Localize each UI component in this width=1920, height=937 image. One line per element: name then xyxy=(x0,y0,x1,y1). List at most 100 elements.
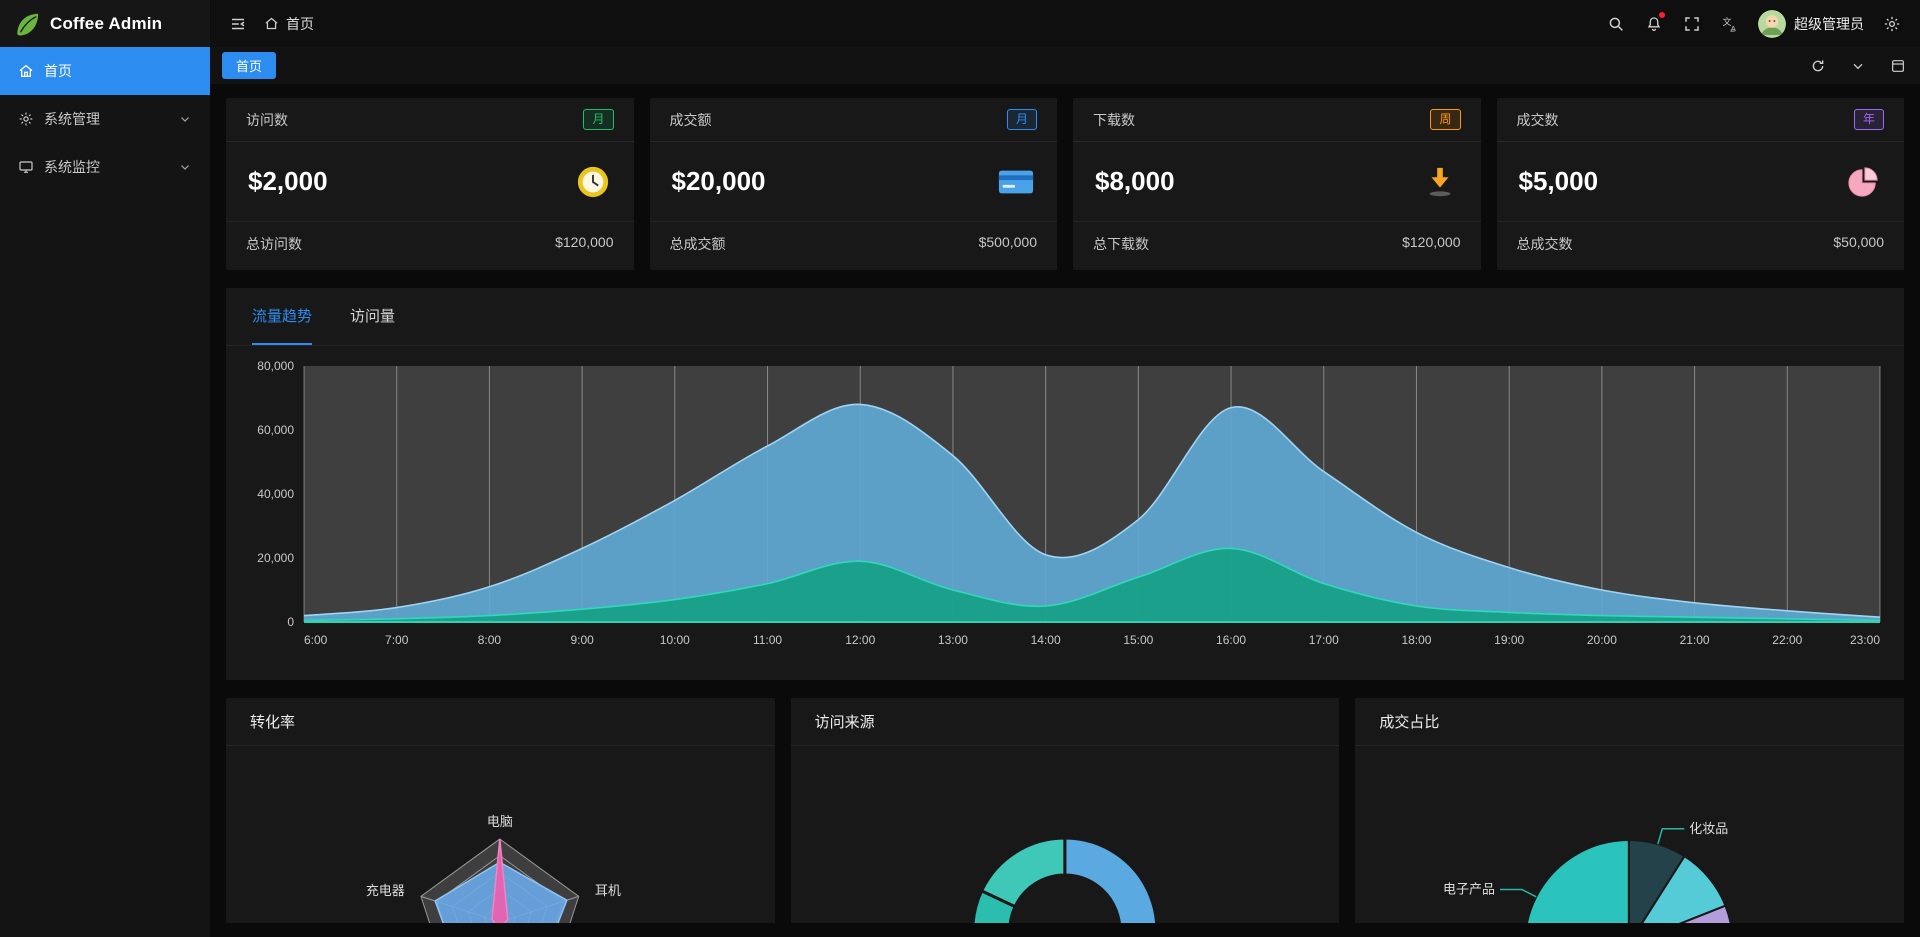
stat-value: $20,000 xyxy=(671,166,766,196)
notifications-button[interactable] xyxy=(1644,11,1665,34)
stat-footer-value: $500,000 xyxy=(978,234,1037,250)
sidebar-item-label: 系统管理 xyxy=(44,111,100,127)
stat-title: 成交数 xyxy=(1516,111,1559,128)
tab-tools xyxy=(1808,56,1908,76)
sidebar-item-system-monitor[interactable]: 系统监控 xyxy=(0,143,210,191)
bottom-cards-row: 转化率 电脑 耳机 充电器 访问来源 成交占比 化妆品 电子产品 xyxy=(226,698,1904,923)
svg-text:耳机: 耳机 xyxy=(595,883,621,898)
leaf-logo-icon xyxy=(17,13,39,36)
svg-text:11:00: 11:00 xyxy=(753,633,782,647)
svg-text:20,000: 20,000 xyxy=(257,551,294,565)
svg-text:电脑: 电脑 xyxy=(487,814,513,829)
home-icon xyxy=(19,64,33,77)
breadcrumb[interactable]: 首页 xyxy=(264,14,314,34)
fullscreen-button[interactable] xyxy=(1682,14,1702,34)
fullscreen-icon xyxy=(1685,16,1699,31)
svg-text:8:00: 8:00 xyxy=(478,633,502,647)
tab-home[interactable]: 首页 xyxy=(222,52,277,79)
stat-title: 访问数 xyxy=(246,111,288,128)
bell-icon xyxy=(1647,16,1661,31)
credit-card-icon xyxy=(998,170,1034,193)
svg-text:15:00: 15:00 xyxy=(1123,633,1153,647)
sidebar-item-home[interactable]: 首页 xyxy=(0,47,210,95)
stat-value: $8,000 xyxy=(1095,166,1175,196)
app-title: Coffee Admin xyxy=(50,13,163,33)
monitor-icon xyxy=(19,161,33,173)
stat-footer-label: 总下载数 xyxy=(1093,236,1149,252)
sidebar-item-label: 系统监控 xyxy=(44,159,100,175)
search-button[interactable] xyxy=(1606,14,1626,34)
chevron-down-icon xyxy=(181,117,189,122)
stat-value: $2,000 xyxy=(248,166,328,196)
stat-card-turnover: 成交额 月 $20,000 总成交额 $500,000 xyxy=(649,98,1057,270)
conversion-rate-card: 转化率 电脑 耳机 充电器 xyxy=(226,698,775,923)
svg-text:16:00: 16:00 xyxy=(1216,633,1246,647)
svg-text:22:00: 22:00 xyxy=(1772,633,1802,647)
visit-source-card: 访问来源 xyxy=(790,698,1340,923)
refresh-tabs-button[interactable] xyxy=(1808,56,1828,76)
stat-footer-value: $50,000 xyxy=(1833,234,1884,250)
svg-text:充电器: 充电器 xyxy=(366,883,405,898)
traffic-trend-card: 流量趋势 访问量 6:00 7:00 8:00 9:00 10:00 11:00 12:00… xyxy=(226,288,1904,680)
home-icon xyxy=(265,17,278,30)
download-icon xyxy=(1429,167,1450,196)
deal-share-card: 成交占比 化妆品 电子产品 xyxy=(1355,698,1904,923)
visit-source-donut-chart xyxy=(971,836,1158,923)
sidebar-item-system-management[interactable]: 系统管理 xyxy=(0,95,210,143)
svg-text:文: 文 xyxy=(1723,15,1732,26)
sidebar-item-label: 首页 xyxy=(44,63,72,79)
stat-footer-value: $120,000 xyxy=(555,234,614,250)
settings-button[interactable] xyxy=(1882,14,1902,34)
svg-text:18:00: 18:00 xyxy=(1401,633,1431,647)
user-menu[interactable]: 超级管理员 xyxy=(1758,9,1864,38)
svg-text:10:00: 10:00 xyxy=(660,633,690,647)
svg-text:9:00: 9:00 xyxy=(570,633,594,647)
tabbar: 首页 xyxy=(210,47,1920,84)
stat-title: 下载数 xyxy=(1093,111,1135,128)
refresh-icon xyxy=(1812,59,1824,71)
avatar xyxy=(1758,9,1786,38)
period-badge: 年 xyxy=(1853,109,1884,130)
svg-text:电子产品: 电子产品 xyxy=(1443,882,1495,897)
username: 超级管理员 xyxy=(1794,15,1864,32)
svg-text:40,000: 40,000 xyxy=(257,487,294,501)
svg-text:17:00: 17:00 xyxy=(1309,633,1339,647)
stat-cards-row: 访问数 月 $2,000 总访问数 $120,000 xyxy=(226,98,1904,270)
translate-icon: 文A xyxy=(1723,15,1736,32)
clock-icon xyxy=(577,166,608,197)
svg-text:23:00: 23:00 xyxy=(1850,633,1880,647)
pie-icon xyxy=(1848,166,1878,197)
traffic-area-chart: 6:00 7:00 8:00 9:00 10:00 11:00 12:00 13:00 14:0… xyxy=(257,359,1881,647)
period-badge: 周 xyxy=(1430,109,1461,130)
svg-text:19:00: 19:00 xyxy=(1494,633,1524,647)
svg-text:6:00: 6:00 xyxy=(304,633,328,647)
svg-text:20:00: 20:00 xyxy=(1587,633,1617,647)
period-badge: 月 xyxy=(1006,109,1037,130)
svg-text:80,000: 80,000 xyxy=(257,359,294,373)
tab-traffic-trend[interactable]: 流量趋势 xyxy=(252,288,313,345)
svg-text:12:00: 12:00 xyxy=(845,633,875,647)
svg-text:0: 0 xyxy=(287,615,294,629)
gear-icon xyxy=(1884,16,1900,31)
tab-visit-volume[interactable]: 访问量 xyxy=(350,308,396,325)
window-icon xyxy=(1892,59,1904,72)
sidebar-collapse-button[interactable] xyxy=(228,14,248,34)
app-logo[interactable]: Coffee Admin xyxy=(0,0,210,47)
page-content: 访问数 月 $2,000 总访问数 $120,000 xyxy=(210,84,1920,937)
stat-footer-value: $120,000 xyxy=(1402,234,1461,250)
svg-text:21:00: 21:00 xyxy=(1680,633,1710,647)
tabs-dropdown-button[interactable] xyxy=(1848,56,1868,76)
notification-dot xyxy=(1659,11,1665,18)
chevron-down-icon xyxy=(181,165,189,170)
breadcrumb-label: 首页 xyxy=(286,15,314,32)
topbar: 首页 xyxy=(210,0,1920,47)
stat-card-deals: 成交数 年 $5,000 总成交数 $50,000 xyxy=(1496,98,1904,270)
layout-fullscreen-button[interactable] xyxy=(1888,56,1908,76)
svg-text:60,000: 60,000 xyxy=(257,423,294,437)
svg-text:化妆品: 化妆品 xyxy=(1690,821,1729,836)
